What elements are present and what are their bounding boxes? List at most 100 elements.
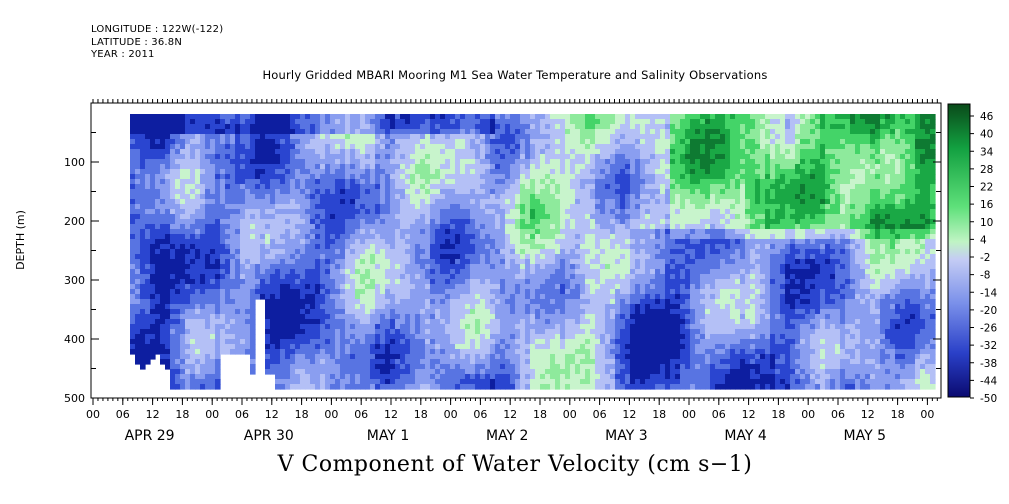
heatmap-cell [445, 299, 451, 305]
heatmap-cell [490, 304, 496, 310]
heatmap-cell [410, 204, 416, 210]
heatmap-cell [495, 239, 501, 245]
heatmap-cell [415, 124, 421, 130]
heatmap-cell [335, 114, 341, 120]
heatmap-cell [270, 264, 276, 270]
heatmap-cell [490, 139, 496, 145]
heatmap-cell [500, 304, 506, 310]
heatmap-cell [355, 184, 361, 190]
heatmap-cell [535, 369, 541, 375]
heatmap-cell [215, 199, 221, 205]
heatmap-cell [195, 174, 201, 180]
heatmap-cell [525, 349, 531, 355]
heatmap-cell [135, 339, 141, 345]
heatmap-cell [535, 249, 541, 255]
heatmap-cell [185, 329, 191, 335]
heatmap-cell [415, 179, 421, 185]
heatmap-cell [580, 144, 586, 150]
heatmap-cell [490, 284, 496, 290]
heatmap-cell [485, 179, 491, 185]
heatmap-cell [485, 359, 491, 365]
heatmap-cell [315, 369, 321, 375]
heatmap-cell [230, 259, 236, 265]
heatmap-cell [425, 134, 431, 140]
heatmap-cell [240, 154, 246, 160]
heatmap-cell [200, 299, 206, 305]
heatmap-cell [275, 174, 281, 180]
heatmap-cell [145, 334, 151, 340]
heatmap-cell [505, 329, 511, 335]
heatmap-cell [365, 234, 371, 240]
heatmap-cell [170, 149, 176, 155]
heatmap-cell [340, 219, 346, 225]
heatmap-cell [255, 294, 261, 300]
heatmap-cell [285, 154, 291, 160]
heatmap-cell [300, 259, 306, 265]
heatmap-cell [335, 334, 341, 340]
heatmap-cell [135, 159, 141, 165]
heatmap-cell [255, 114, 261, 120]
heatmap-cell [505, 354, 511, 360]
heatmap-cell [215, 294, 221, 300]
heatmap-cell [240, 294, 246, 300]
heatmap-cell [585, 324, 591, 330]
heatmap-cell [540, 204, 546, 210]
heatmap-cell [175, 164, 181, 170]
heatmap-cell [585, 279, 591, 285]
heatmap-cell [480, 259, 486, 265]
heatmap-cell [340, 139, 346, 145]
heatmap-cell [365, 174, 371, 180]
heatmap-cell [430, 219, 436, 225]
heatmap-cell [185, 169, 191, 175]
heatmap-cell [400, 329, 406, 335]
heatmap-cell [405, 209, 411, 215]
heatmap-cell [340, 354, 346, 360]
heatmap-cell [335, 219, 341, 225]
heatmap-cell [245, 134, 251, 140]
heatmap-cell [195, 114, 201, 120]
heatmap-cell [145, 114, 151, 120]
heatmap-cell [555, 304, 561, 310]
heatmap-cell [545, 384, 551, 390]
heatmap-cell [320, 224, 326, 230]
heatmap-cell [340, 364, 346, 370]
heatmap-cell [210, 164, 216, 170]
heatmap-cell [260, 119, 266, 125]
heatmap-cell [140, 214, 146, 220]
heatmap-cell [240, 244, 246, 250]
heatmap-cell [260, 139, 266, 145]
heatmap-cell [585, 174, 591, 180]
heatmap-cell [455, 144, 461, 150]
heatmap-cell [330, 154, 336, 160]
heatmap-cell [270, 139, 276, 145]
heatmap-cell [245, 314, 251, 320]
heatmap-cell [570, 214, 576, 220]
heatmap-cell [455, 114, 461, 120]
heatmap-cell [320, 249, 326, 255]
heatmap-cell [465, 269, 471, 275]
heatmap-cell [195, 249, 201, 255]
heatmap-cell [215, 289, 221, 295]
heatmap-cell [495, 124, 501, 130]
heatmap-cell [570, 319, 576, 325]
heatmap-cell [485, 119, 491, 125]
heatmap-cell [410, 274, 416, 280]
heatmap-cell [530, 194, 536, 200]
heatmap-cell [545, 144, 551, 150]
heatmap-cell [180, 279, 186, 285]
heatmap-cell [250, 214, 256, 220]
heatmap-cell [335, 344, 341, 350]
heatmap-cell [390, 179, 396, 185]
heatmap-cell [570, 194, 576, 200]
heatmap-cell [445, 199, 451, 205]
heatmap-cell [225, 164, 231, 170]
heatmap-cell [325, 229, 331, 235]
heatmap-cell [160, 244, 166, 250]
heatmap-cell [500, 259, 506, 265]
heatmap-cell [525, 364, 531, 370]
heatmap-cell [365, 334, 371, 340]
heatmap-cell [350, 334, 356, 340]
heatmap-cell [275, 219, 281, 225]
heatmap-cell [590, 154, 596, 160]
heatmap-cell [510, 139, 516, 145]
